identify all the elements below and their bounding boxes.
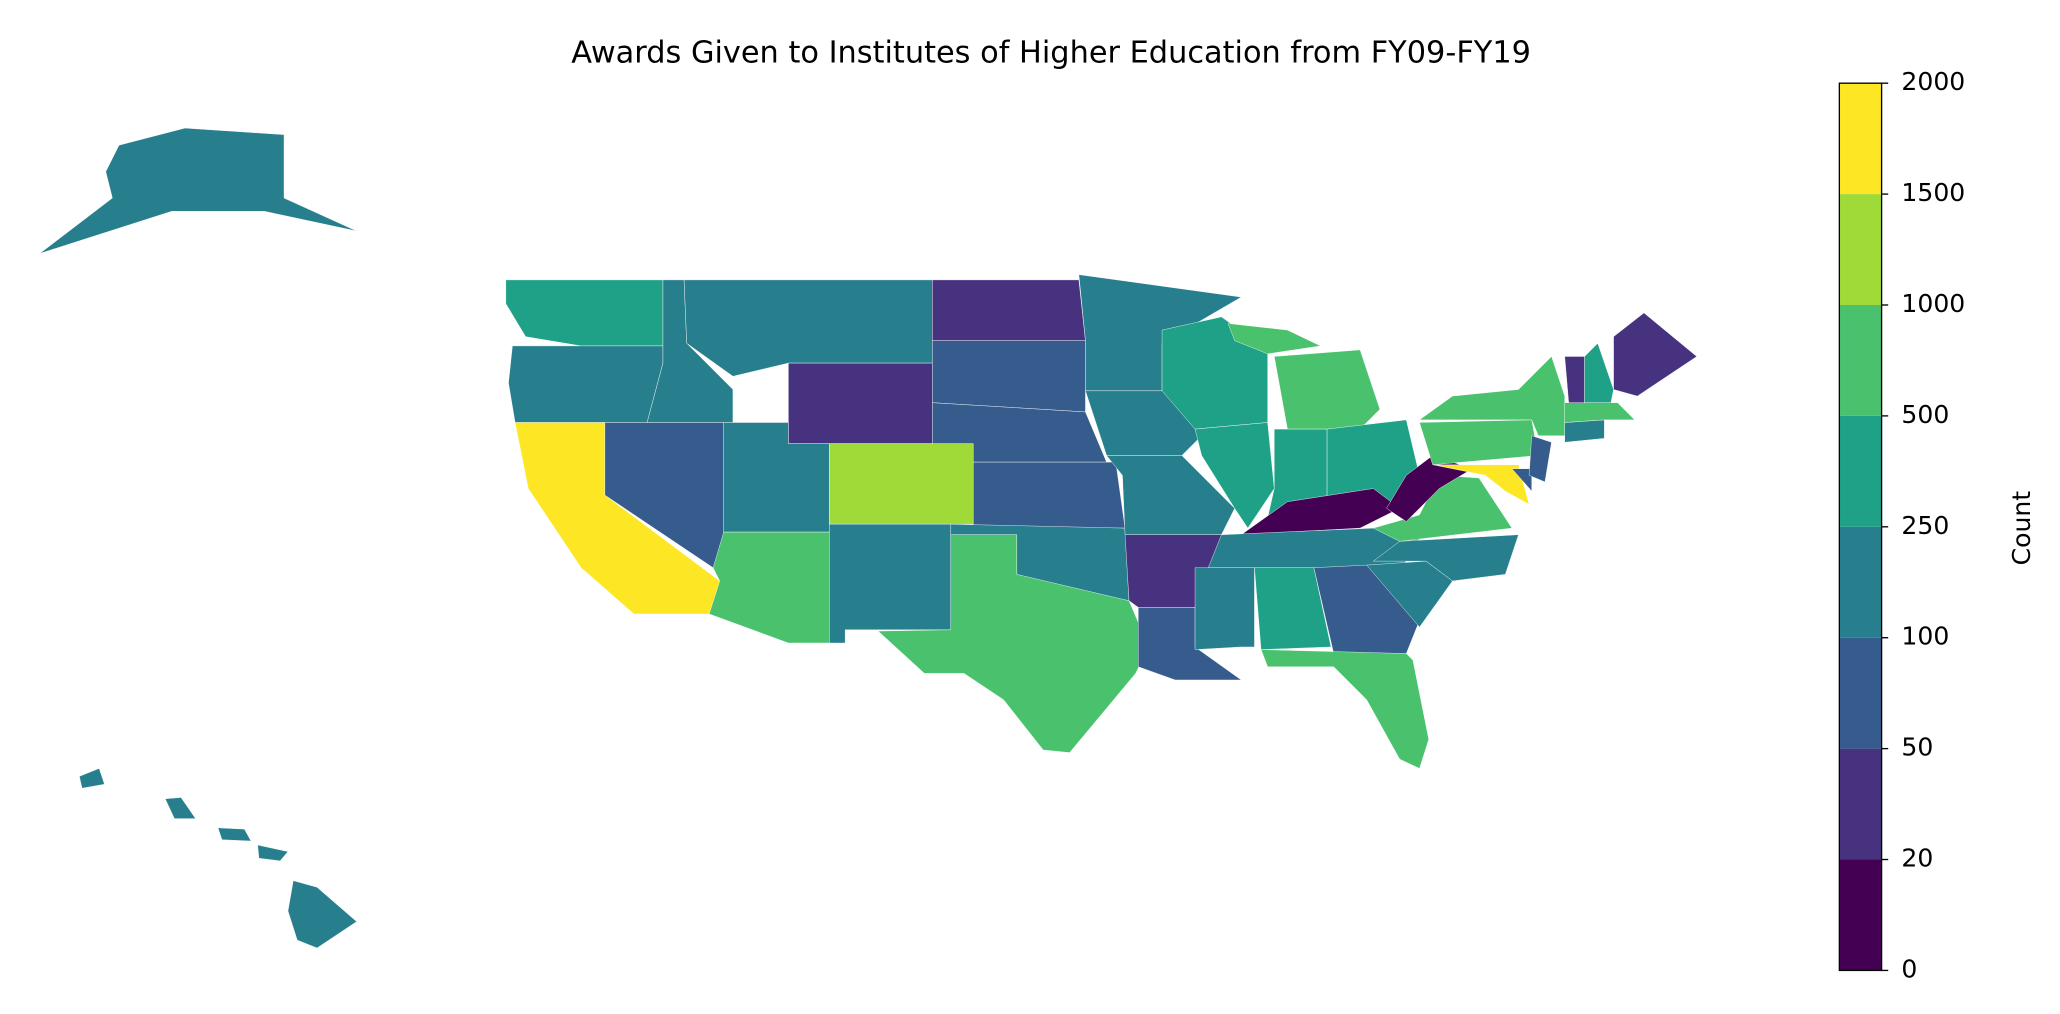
colorbar-tick-label: 50: [1901, 733, 1933, 762]
colorbar-bin: [1839, 83, 1882, 195]
colorbar-bin: [1839, 526, 1882, 638]
region: [1227, 323, 1322, 355]
region: [1432, 464, 1530, 505]
region: [1564, 402, 1636, 423]
region: [1194, 422, 1275, 529]
colorbar-tick-label: 1000: [1901, 289, 1965, 318]
colorbar-bin: [1839, 415, 1882, 527]
region: [788, 362, 933, 444]
region: [829, 443, 974, 525]
colorbar: 0 20 50 100 250 500 1000 1500 2000: [1838, 67, 1965, 983]
colorbar-bin: [1839, 859, 1882, 971]
colorbar-tick-label: 500: [1901, 400, 1949, 429]
region: [1372, 475, 1513, 542]
colorbar-label: Count: [2007, 491, 2036, 566]
colorbar-tick-label: 100: [1901, 622, 1949, 651]
region: [1613, 312, 1698, 397]
region: [257, 844, 289, 862]
region: [683, 279, 933, 377]
region: [932, 340, 1086, 413]
region: [287, 880, 357, 949]
region: [708, 531, 830, 644]
region: [164, 797, 196, 819]
region: [39, 127, 357, 254]
region: [1564, 356, 1585, 403]
map: [39, 127, 1698, 949]
colorbar-tick-label: 2000: [1901, 67, 1965, 96]
region: [1511, 468, 1532, 492]
colorbar-bin: [1839, 748, 1882, 860]
region: [1274, 349, 1381, 430]
region: [508, 345, 664, 423]
region: [79, 768, 105, 789]
region: [1194, 567, 1255, 650]
colorbar-tick-label: 250: [1901, 511, 1949, 540]
region: [1313, 564, 1420, 654]
region: [1419, 419, 1539, 465]
region: [505, 279, 664, 347]
region: [932, 279, 1086, 341]
region: [1240, 488, 1401, 535]
region: [217, 827, 252, 842]
colorbar-bin: [1839, 304, 1882, 416]
region: [877, 534, 1150, 753]
colorbar-tick-label: 20: [1901, 844, 1933, 873]
colorbar-bin: [1839, 194, 1882, 305]
region: [1564, 419, 1605, 443]
region: [1418, 356, 1565, 436]
region: [1528, 435, 1552, 483]
region: [1260, 649, 1429, 769]
region: [973, 461, 1126, 529]
region: [1254, 567, 1332, 650]
colorbar-tick-label: 1500: [1901, 178, 1965, 207]
colorbar-tick-label: 0: [1901, 954, 1917, 983]
colorbar-bin: [1839, 637, 1882, 749]
region: [1584, 342, 1614, 403]
region: [829, 523, 951, 644]
chart-title: Awards Given to Institutes of Higher Edu…: [571, 36, 1531, 71]
